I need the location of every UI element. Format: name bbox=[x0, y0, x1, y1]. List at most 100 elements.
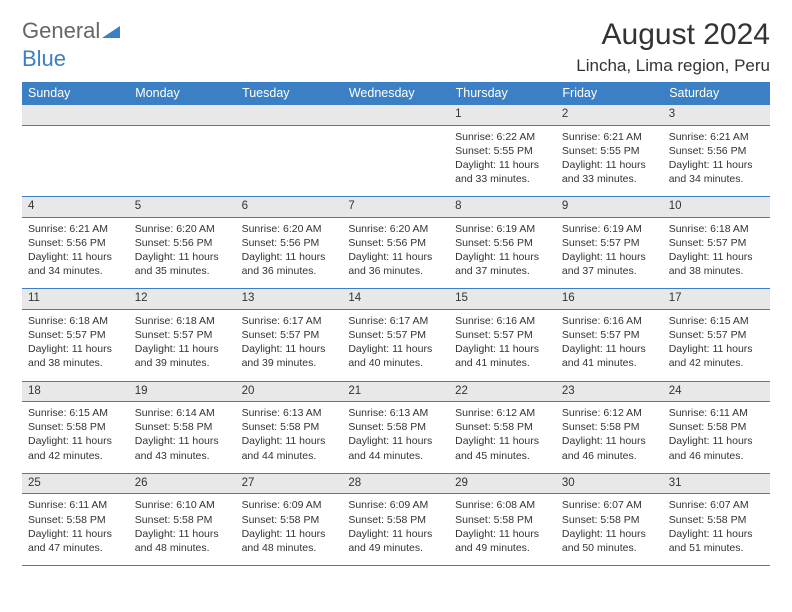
day-info-line: Sunset: 5:57 PM bbox=[669, 236, 764, 250]
day-info-line: Sunset: 5:56 PM bbox=[669, 144, 764, 158]
calendar-table: Sunday Monday Tuesday Wednesday Thursday… bbox=[22, 82, 770, 566]
day-info-line: Sunset: 5:57 PM bbox=[669, 328, 764, 342]
day-number-cell: 3 bbox=[663, 105, 770, 126]
day-info-line: Sunset: 5:56 PM bbox=[135, 236, 230, 250]
day-number-cell: 23 bbox=[556, 381, 663, 402]
day-number-row: 18192021222324 bbox=[22, 381, 770, 402]
day-number-cell: 7 bbox=[342, 197, 449, 218]
day-info-line: Sunset: 5:57 PM bbox=[562, 236, 657, 250]
day-number-row: 123 bbox=[22, 105, 770, 126]
day-info-line: Sunset: 5:58 PM bbox=[562, 513, 657, 527]
day-info-line: Daylight: 11 hours and 50 minutes. bbox=[562, 527, 657, 555]
day-info-line: Daylight: 11 hours and 43 minutes. bbox=[135, 434, 230, 462]
day-info-line: Daylight: 11 hours and 38 minutes. bbox=[28, 342, 123, 370]
weekday-header: Tuesday bbox=[236, 82, 343, 105]
day-content-cell: Sunrise: 6:18 AMSunset: 5:57 PMDaylight:… bbox=[129, 309, 236, 381]
day-info-line: Sunset: 5:58 PM bbox=[669, 513, 764, 527]
day-info-line: Sunset: 5:57 PM bbox=[28, 328, 123, 342]
day-info-line: Sunrise: 6:10 AM bbox=[135, 498, 230, 512]
day-info-line: Daylight: 11 hours and 49 minutes. bbox=[455, 527, 550, 555]
day-number-cell: 14 bbox=[342, 289, 449, 310]
day-info-line: Sunset: 5:58 PM bbox=[28, 420, 123, 434]
day-info-line: Sunset: 5:58 PM bbox=[242, 513, 337, 527]
day-content-cell: Sunrise: 6:12 AMSunset: 5:58 PMDaylight:… bbox=[449, 402, 556, 474]
day-info-line: Sunset: 5:56 PM bbox=[28, 236, 123, 250]
day-number-cell bbox=[342, 105, 449, 126]
day-number-cell: 12 bbox=[129, 289, 236, 310]
day-info-line: Sunset: 5:58 PM bbox=[348, 420, 443, 434]
day-info-line: Sunset: 5:58 PM bbox=[669, 420, 764, 434]
day-info-line: Sunset: 5:55 PM bbox=[562, 144, 657, 158]
day-info-line: Sunrise: 6:11 AM bbox=[28, 498, 123, 512]
day-info-line: Daylight: 11 hours and 44 minutes. bbox=[348, 434, 443, 462]
day-info-line: Sunrise: 6:09 AM bbox=[242, 498, 337, 512]
day-info-line: Sunrise: 6:12 AM bbox=[455, 406, 550, 420]
day-number-cell: 22 bbox=[449, 381, 556, 402]
day-info-line: Daylight: 11 hours and 39 minutes. bbox=[242, 342, 337, 370]
day-content-cell: Sunrise: 6:10 AMSunset: 5:58 PMDaylight:… bbox=[129, 494, 236, 566]
weekday-header: Saturday bbox=[663, 82, 770, 105]
day-info-line: Daylight: 11 hours and 37 minutes. bbox=[562, 250, 657, 278]
day-info-line: Daylight: 11 hours and 42 minutes. bbox=[669, 342, 764, 370]
day-info-line: Sunset: 5:58 PM bbox=[562, 420, 657, 434]
day-number-cell: 20 bbox=[236, 381, 343, 402]
day-info-line: Sunrise: 6:09 AM bbox=[348, 498, 443, 512]
day-number-cell: 25 bbox=[22, 473, 129, 494]
day-info-line: Daylight: 11 hours and 46 minutes. bbox=[562, 434, 657, 462]
day-info-line: Sunrise: 6:21 AM bbox=[28, 222, 123, 236]
day-info-line: Sunset: 5:58 PM bbox=[135, 420, 230, 434]
day-number-cell: 24 bbox=[663, 381, 770, 402]
day-content-row: Sunrise: 6:15 AMSunset: 5:58 PMDaylight:… bbox=[22, 402, 770, 474]
day-info-line: Daylight: 11 hours and 33 minutes. bbox=[455, 158, 550, 186]
day-info-line: Sunset: 5:58 PM bbox=[135, 513, 230, 527]
day-info-line: Sunset: 5:58 PM bbox=[242, 420, 337, 434]
day-info-line: Daylight: 11 hours and 46 minutes. bbox=[669, 434, 764, 462]
day-number-cell: 6 bbox=[236, 197, 343, 218]
day-number-cell: 13 bbox=[236, 289, 343, 310]
day-info-line: Sunrise: 6:15 AM bbox=[669, 314, 764, 328]
day-info-line: Daylight: 11 hours and 40 minutes. bbox=[348, 342, 443, 370]
day-info-line: Sunrise: 6:18 AM bbox=[669, 222, 764, 236]
day-info-line: Sunrise: 6:08 AM bbox=[455, 498, 550, 512]
day-info-line: Sunset: 5:58 PM bbox=[348, 513, 443, 527]
day-number-cell: 31 bbox=[663, 473, 770, 494]
day-content-cell: Sunrise: 6:12 AMSunset: 5:58 PMDaylight:… bbox=[556, 402, 663, 474]
day-number-row: 25262728293031 bbox=[22, 473, 770, 494]
day-content-cell: Sunrise: 6:07 AMSunset: 5:58 PMDaylight:… bbox=[556, 494, 663, 566]
day-number-cell bbox=[22, 105, 129, 126]
day-content-cell: Sunrise: 6:17 AMSunset: 5:57 PMDaylight:… bbox=[342, 309, 449, 381]
day-info-line: Sunrise: 6:15 AM bbox=[28, 406, 123, 420]
day-info-line: Daylight: 11 hours and 38 minutes. bbox=[669, 250, 764, 278]
location-subtitle: Lincha, Lima region, Peru bbox=[576, 56, 770, 76]
day-info-line: Sunset: 5:56 PM bbox=[455, 236, 550, 250]
weekday-header: Friday bbox=[556, 82, 663, 105]
day-info-line: Sunset: 5:58 PM bbox=[455, 513, 550, 527]
day-info-line: Sunrise: 6:19 AM bbox=[562, 222, 657, 236]
day-info-line: Sunrise: 6:19 AM bbox=[455, 222, 550, 236]
day-number-cell: 2 bbox=[556, 105, 663, 126]
weekday-header: Monday bbox=[129, 82, 236, 105]
day-number-cell: 11 bbox=[22, 289, 129, 310]
day-number-cell bbox=[129, 105, 236, 126]
day-number-cell: 19 bbox=[129, 381, 236, 402]
day-number-cell: 10 bbox=[663, 197, 770, 218]
day-content-cell: Sunrise: 6:07 AMSunset: 5:58 PMDaylight:… bbox=[663, 494, 770, 566]
day-content-cell: Sunrise: 6:21 AMSunset: 5:55 PMDaylight:… bbox=[556, 125, 663, 197]
day-content-cell: Sunrise: 6:20 AMSunset: 5:56 PMDaylight:… bbox=[129, 217, 236, 289]
day-info-line: Sunrise: 6:16 AM bbox=[455, 314, 550, 328]
day-info-line: Daylight: 11 hours and 41 minutes. bbox=[562, 342, 657, 370]
day-info-line: Sunrise: 6:16 AM bbox=[562, 314, 657, 328]
day-content-cell: Sunrise: 6:09 AMSunset: 5:58 PMDaylight:… bbox=[342, 494, 449, 566]
day-content-cell bbox=[129, 125, 236, 197]
day-info-line: Daylight: 11 hours and 48 minutes. bbox=[135, 527, 230, 555]
day-info-line: Sunrise: 6:14 AM bbox=[135, 406, 230, 420]
day-info-line: Sunrise: 6:11 AM bbox=[669, 406, 764, 420]
day-content-cell: Sunrise: 6:20 AMSunset: 5:56 PMDaylight:… bbox=[342, 217, 449, 289]
day-info-line: Daylight: 11 hours and 45 minutes. bbox=[455, 434, 550, 462]
day-info-line: Sunrise: 6:17 AM bbox=[242, 314, 337, 328]
logo-word-1: General bbox=[22, 18, 100, 43]
day-info-line: Sunrise: 6:18 AM bbox=[28, 314, 123, 328]
day-info-line: Daylight: 11 hours and 34 minutes. bbox=[28, 250, 123, 278]
day-info-line: Sunset: 5:58 PM bbox=[455, 420, 550, 434]
month-title: August 2024 bbox=[576, 18, 770, 52]
